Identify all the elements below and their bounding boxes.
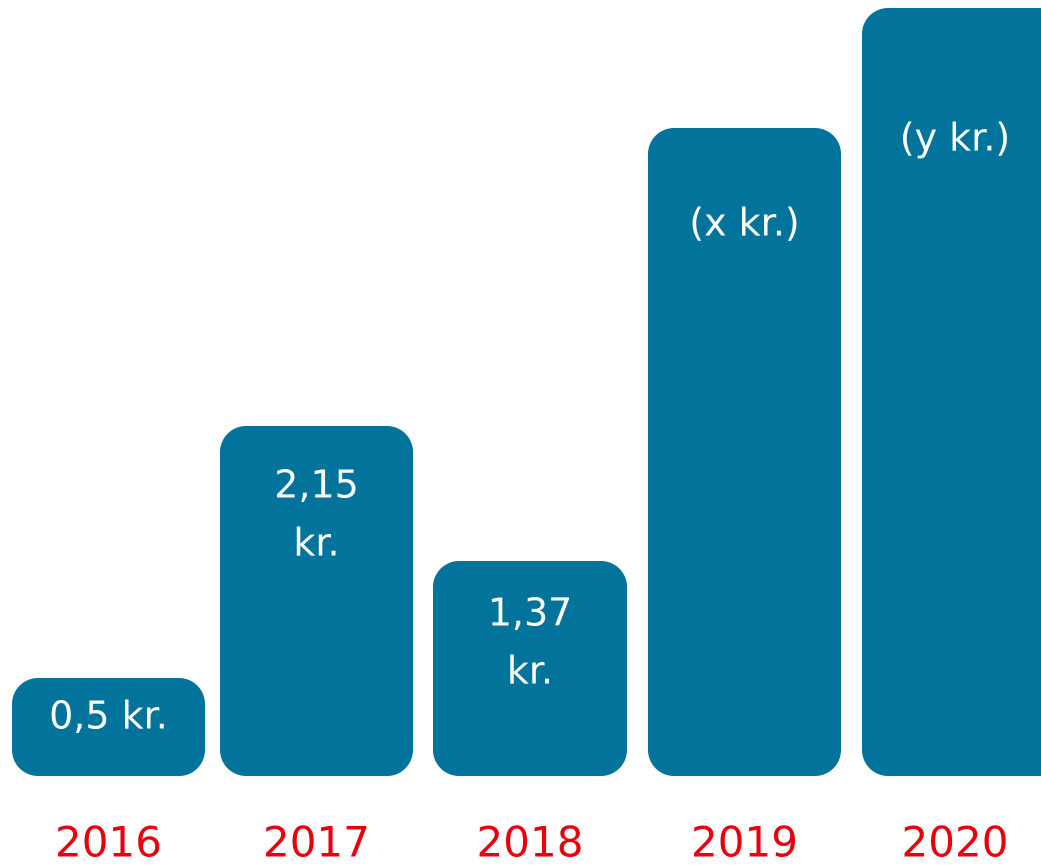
year-label: 2016	[55, 818, 162, 867]
bar	[648, 128, 841, 776]
year-label: 2017	[263, 818, 370, 867]
year-label: 2019	[691, 818, 798, 867]
bar-label: 2,15	[274, 463, 359, 507]
year-label: 2018	[477, 818, 584, 867]
bar	[433, 561, 627, 776]
bar	[862, 8, 1041, 776]
year-label: 2020	[902, 818, 1009, 867]
bar-label: 1,37	[488, 591, 573, 635]
bar-label: 0,5 kr.	[49, 694, 168, 738]
bar-label: kr.	[507, 649, 553, 693]
bar-label: kr.	[293, 521, 339, 565]
bar	[12, 678, 205, 776]
bar-label: (y kr.)	[900, 116, 1010, 160]
bar	[220, 426, 413, 776]
bar-label: (x kr.)	[689, 201, 799, 245]
